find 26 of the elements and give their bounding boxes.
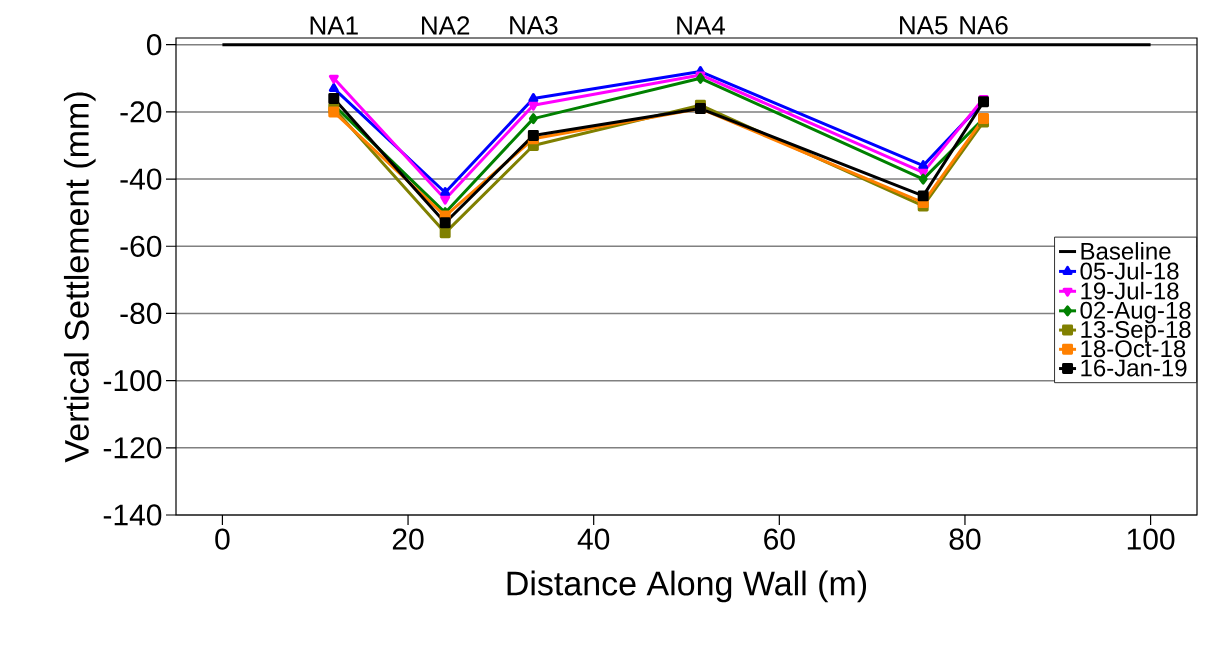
y-tick-label: -20 bbox=[120, 101, 162, 123]
text: NA1 bbox=[310, 16, 358, 35]
y-tick-label: -60 bbox=[120, 235, 162, 257]
text: NA3 bbox=[510, 16, 558, 35]
y-tick-label: -140 bbox=[103, 504, 162, 526]
text: NA5 bbox=[900, 16, 948, 35]
text: NA2 bbox=[422, 16, 470, 35]
legend-label: 16-Jan-19 bbox=[1081, 359, 1187, 377]
y-tick-label: 0 bbox=[146, 34, 162, 56]
legend-label: 19-Jul-18 bbox=[1081, 281, 1179, 300]
x-tick-label: 40 bbox=[577, 528, 610, 550]
y-tick-label: -40 bbox=[120, 168, 162, 190]
y-tick-label: -120 bbox=[103, 437, 162, 459]
text: NA4 bbox=[677, 16, 725, 35]
x-tick-label: 0 bbox=[215, 528, 230, 550]
text: NA6 bbox=[960, 16, 1008, 35]
legend-label: 05-Jul-18 bbox=[1080, 261, 1179, 280]
x-tick-label: 60 bbox=[764, 528, 795, 550]
y-tick-label: -80 bbox=[120, 302, 162, 325]
y-tick-label: -100 bbox=[103, 370, 162, 392]
legend-label: Baseline bbox=[1081, 242, 1171, 260]
x-tick-label: 80 bbox=[949, 528, 981, 550]
y-axis-title: Vertical Settlement (mm) bbox=[63, 92, 96, 463]
x-tick-label: 100 bbox=[1127, 528, 1175, 550]
x-axis-title: Distance Along Wall (m) bbox=[507, 570, 867, 603]
x-tick-label: 20 bbox=[392, 528, 424, 550]
